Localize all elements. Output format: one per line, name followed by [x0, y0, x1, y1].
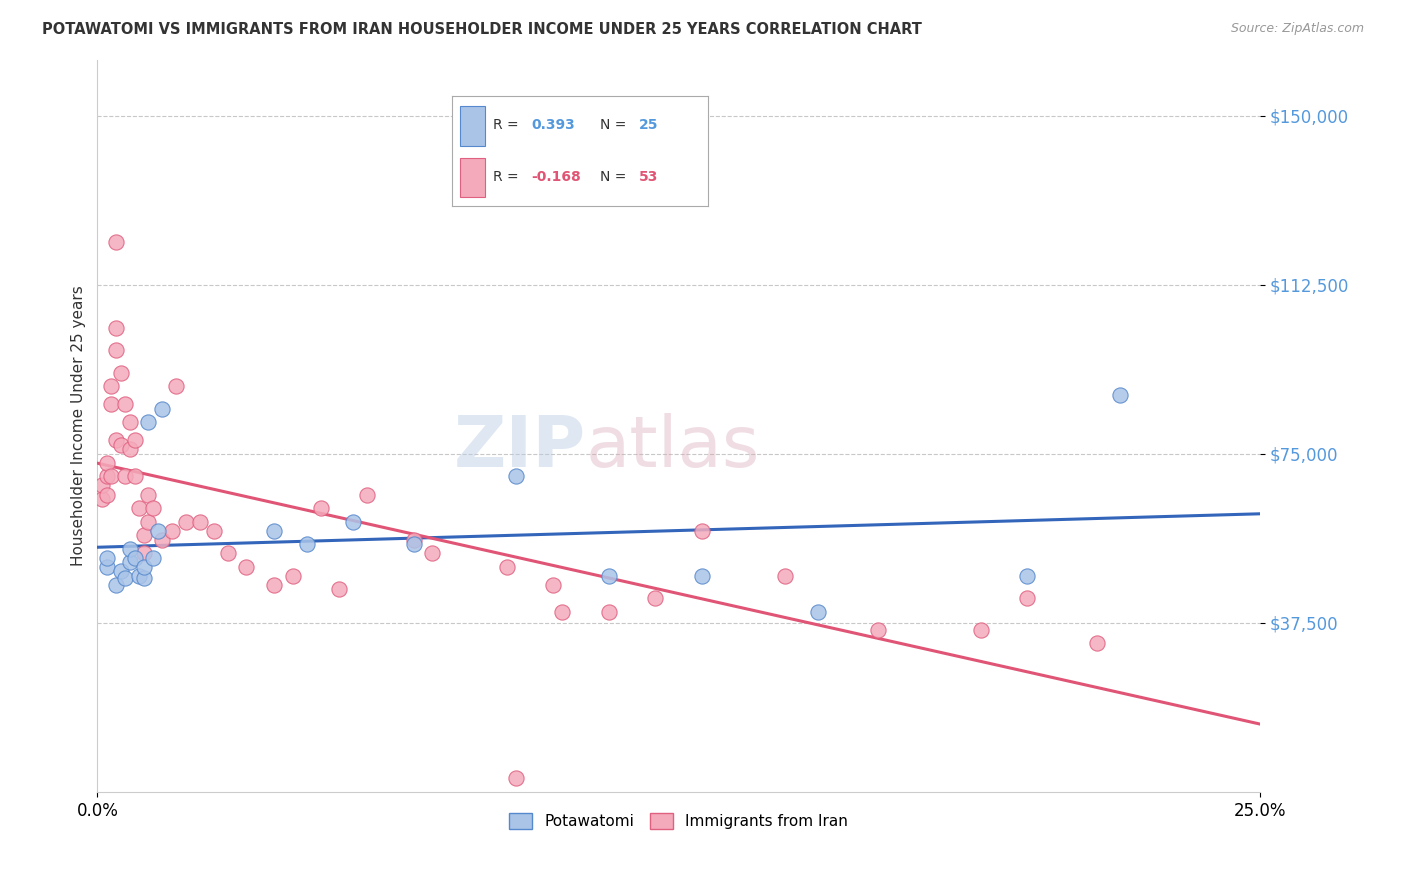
Point — [160, 524, 183, 538]
Point — [114, 397, 136, 411]
Point — [188, 515, 211, 529]
Point — [505, 469, 527, 483]
Point — [541, 577, 564, 591]
Point — [142, 501, 165, 516]
Point — [356, 487, 378, 501]
Point — [598, 605, 620, 619]
Point — [152, 533, 174, 547]
Point — [807, 605, 830, 619]
Point — [128, 501, 150, 516]
Point — [146, 524, 169, 538]
Point — [342, 515, 364, 529]
Point — [100, 397, 122, 411]
Point — [124, 550, 146, 565]
Point — [91, 478, 114, 492]
Point — [1109, 388, 1132, 402]
Point — [100, 379, 122, 393]
Point — [309, 501, 332, 516]
Point — [202, 524, 225, 538]
Point — [328, 582, 350, 596]
Point — [868, 623, 890, 637]
Point — [174, 515, 197, 529]
Point — [124, 469, 146, 483]
Point — [96, 469, 118, 483]
Point — [263, 524, 285, 538]
Point — [110, 438, 132, 452]
Point — [551, 605, 574, 619]
Point — [118, 555, 141, 569]
Point — [138, 487, 160, 501]
Point — [104, 577, 127, 591]
Point — [142, 550, 165, 565]
Point — [110, 366, 132, 380]
Point — [104, 434, 127, 448]
Point — [96, 487, 118, 501]
Point — [96, 559, 118, 574]
Point — [402, 537, 425, 551]
Text: POTAWATOMI VS IMMIGRANTS FROM IRAN HOUSEHOLDER INCOME UNDER 25 YEARS CORRELATION: POTAWATOMI VS IMMIGRANTS FROM IRAN HOUSE… — [42, 22, 922, 37]
Point — [104, 235, 127, 249]
Point — [132, 559, 155, 574]
Point — [110, 564, 132, 578]
Point — [420, 546, 443, 560]
Point — [217, 546, 239, 560]
Y-axis label: Householder Income Under 25 years: Householder Income Under 25 years — [72, 285, 86, 566]
Text: atlas: atlas — [585, 413, 759, 483]
Point — [235, 559, 257, 574]
Point — [1017, 568, 1039, 582]
Point — [644, 591, 666, 606]
Point — [505, 772, 527, 786]
Point — [118, 442, 141, 457]
Point — [970, 623, 993, 637]
Point — [690, 568, 713, 582]
Point — [495, 559, 517, 574]
Legend: Potawatomi, Immigrants from Iran: Potawatomi, Immigrants from Iran — [503, 807, 853, 836]
Point — [124, 434, 146, 448]
Point — [281, 568, 304, 582]
Point — [295, 537, 318, 551]
Point — [91, 491, 114, 506]
Point — [1085, 636, 1108, 650]
Point — [775, 568, 797, 582]
Point — [138, 515, 160, 529]
Point — [263, 577, 285, 591]
Point — [402, 533, 425, 547]
Point — [118, 416, 141, 430]
Point — [100, 469, 122, 483]
Point — [132, 546, 155, 560]
Point — [132, 528, 155, 542]
Point — [132, 571, 155, 585]
Point — [1017, 591, 1039, 606]
Point — [690, 524, 713, 538]
Text: ZIP: ZIP — [453, 413, 585, 483]
Point — [96, 456, 118, 470]
Point — [104, 320, 127, 334]
Point — [128, 568, 150, 582]
Point — [138, 416, 160, 430]
Text: Source: ZipAtlas.com: Source: ZipAtlas.com — [1230, 22, 1364, 36]
Point — [114, 469, 136, 483]
Point — [598, 568, 620, 582]
Point — [104, 343, 127, 358]
Point — [118, 541, 141, 556]
Point — [152, 401, 174, 416]
Point — [165, 379, 187, 393]
Point — [96, 550, 118, 565]
Point — [114, 571, 136, 585]
